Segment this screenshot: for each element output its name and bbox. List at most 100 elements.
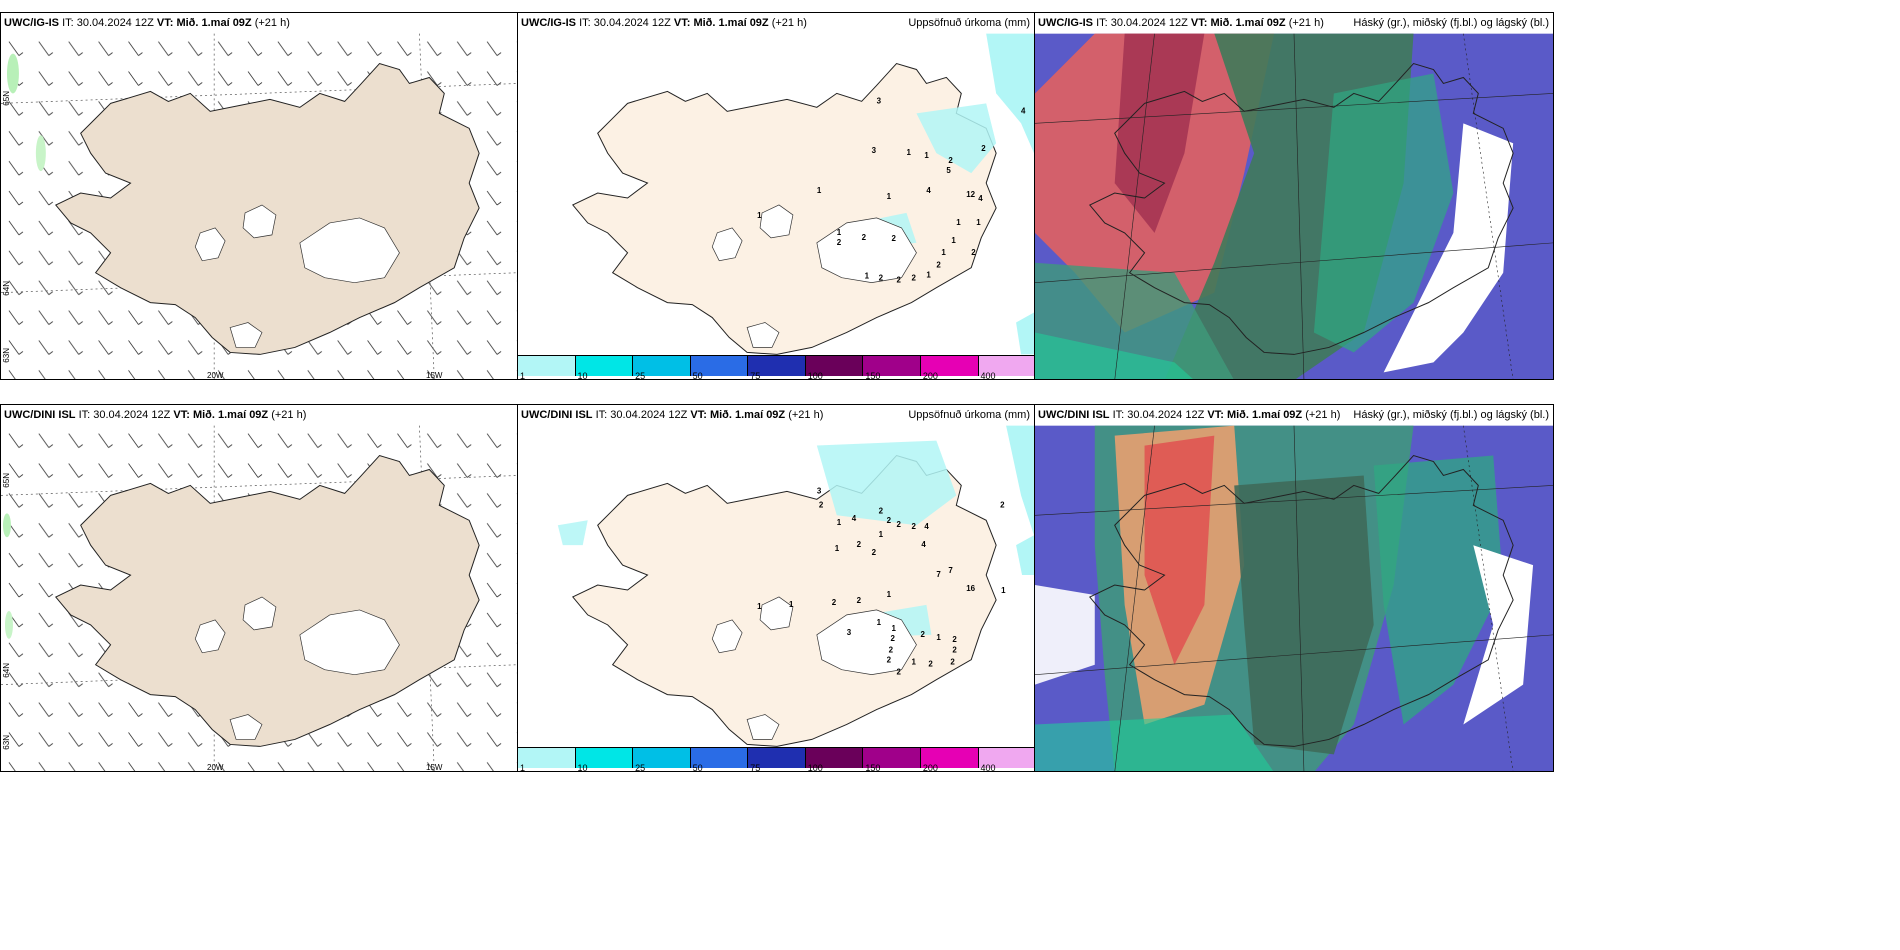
colorbar-level: 25 [635, 371, 646, 380]
precip-value: 1 [887, 192, 892, 201]
model-name: UWC/DINI ISL [4, 409, 76, 421]
precip-value: 1 [892, 624, 897, 633]
colorbar-level: 1 [520, 763, 526, 772]
colorbar-segment [978, 748, 1034, 768]
precip-value: 2 [950, 658, 955, 667]
cloud-panel-top: UWC/IG-IS IT: 30.04.2024 12Z VT: Mið. 1.… [1034, 12, 1554, 380]
panel-header: UWC/DINI ISL IT: 30.04.2024 12Z VT: Mið.… [1, 405, 517, 425]
wind-map [1, 33, 517, 379]
lat-label: 64N [2, 663, 11, 678]
precip-value: 2 [857, 540, 862, 549]
lat-label: 65N [2, 473, 11, 488]
lead-time: (+21 h) [254, 17, 290, 29]
precip-value: 1 [837, 228, 842, 237]
model-name: UWC/IG-IS [521, 17, 576, 29]
wind-panel-top: UWC/IG-IS IT: 30.04.2024 12Z VT: Mið. 1.… [0, 12, 518, 380]
precip-value: 2 [971, 248, 976, 257]
precip-panel-bottom: UWC/DINI ISL IT: 30.04.2024 12Z VT: Mið.… [517, 404, 1035, 772]
precip-value: 1 [936, 633, 941, 642]
colorbar-level: 75 [750, 371, 761, 380]
lat-label: 65N [2, 91, 11, 106]
precip-value: 2 [897, 520, 902, 529]
colorbar-level: 10 [577, 763, 588, 772]
it-value: 30.04.2024 12Z [76, 17, 154, 29]
vt-value: Mið. 1.maí 09Z [1226, 409, 1303, 421]
precip-value: 1 [757, 211, 762, 220]
colorbar-level: 150 [865, 763, 881, 772]
panel-header: UWC/IG-IS IT: 30.04.2024 12Z VT: Mið. 1.… [1035, 13, 1553, 33]
vt-label: VT: [1207, 409, 1224, 421]
precip-value: 2 [879, 506, 884, 515]
precip-colorbar [518, 355, 1034, 376]
it-value: 30.04.2024 12Z [93, 409, 171, 421]
lon-label: 20W [207, 763, 224, 772]
colorbar-segment [518, 748, 576, 768]
colorbar-labels: 1 10 25 50 75 100 150 200 400 [518, 371, 1034, 380]
precip-value: 2 [887, 656, 892, 665]
vt-label: VT: [673, 17, 691, 29]
colorbar-level: 200 [922, 763, 938, 772]
colorbar-segment [920, 748, 979, 768]
vt-value: Mið. 1.maí 09Z [693, 17, 769, 29]
lead-time: (+21 h) [1305, 409, 1341, 421]
colorbar-segment [805, 356, 864, 376]
lead-time: (+21 h) [1288, 17, 1324, 29]
colorbar-level: 100 [807, 763, 823, 772]
precip-value: 2 [832, 598, 837, 607]
precip-value: 1 [837, 518, 842, 527]
precip-value: 12 [966, 190, 975, 199]
precip-value: 2 [948, 156, 953, 165]
precip-title: Uppsöfnuð úrkoma (mm) [908, 409, 1030, 421]
precip-value: 2 [887, 516, 892, 525]
precip-value: 4 [1021, 106, 1026, 115]
precip-value: 7 [936, 570, 941, 579]
precip-value: 2 [819, 500, 824, 509]
precip-value: 3 [877, 96, 882, 105]
colorbar-segment [748, 356, 806, 376]
lead-time: (+21 h) [771, 17, 807, 29]
model-name: UWC/DINI ISL [521, 409, 593, 421]
panel-header: UWC/DINI ISL IT: 30.04.2024 12Z VT: Mið.… [1035, 405, 1553, 425]
colorbar-level: 400 [980, 371, 996, 380]
panel-header: UWC/DINI ISL IT: 30.04.2024 12Z VT: Mið.… [518, 405, 1034, 425]
precip-value: 2 [952, 646, 957, 655]
precip-value: 1 [941, 248, 946, 257]
precip-value: 2 [952, 635, 957, 644]
precip-colorbar [518, 747, 1034, 768]
colorbar-segment [575, 356, 634, 376]
precip-value: 4 [978, 194, 983, 203]
precip-value: 2 [897, 276, 902, 285]
colorbar-segment [633, 356, 691, 376]
precip-value: 1 [835, 544, 840, 553]
colorbar-segment [575, 748, 634, 768]
model-name: UWC/DINI ISL [1038, 409, 1110, 421]
precip-value: 1 [911, 658, 916, 667]
precip-value: 2 [891, 634, 896, 643]
colorbar-segment [978, 356, 1034, 376]
vt-value: Mið. 1.maí 09Z [709, 409, 786, 421]
colorbar-level: 400 [980, 763, 996, 772]
precip-value: 3 [817, 486, 822, 495]
precip-value: 2 [837, 238, 842, 247]
precip-value: 2 [920, 630, 925, 639]
cloud-title: Háský (gr.), miðský (fj.bl.) og lágský (… [1353, 409, 1549, 421]
it-value: 30.04.2024 12Z [610, 409, 688, 421]
wind-map [1, 425, 517, 771]
precip-value: 1 [926, 271, 931, 280]
precip-value: 3 [872, 146, 877, 155]
precip-value: 1 [951, 236, 956, 245]
model-name: UWC/IG-IS [4, 17, 59, 29]
cloud-map [1035, 425, 1553, 771]
it-label: IT: [1112, 409, 1125, 421]
precip-value: 1 [817, 186, 822, 195]
precip-value: 16 [966, 584, 975, 593]
vt-label: VT: [690, 409, 707, 421]
precip-value: 1 [879, 530, 884, 539]
precip-value: 2 [889, 646, 894, 655]
colorbar-segment [690, 356, 749, 376]
colorbar-level: 1 [520, 371, 526, 380]
lat-label: 63N [2, 735, 11, 750]
